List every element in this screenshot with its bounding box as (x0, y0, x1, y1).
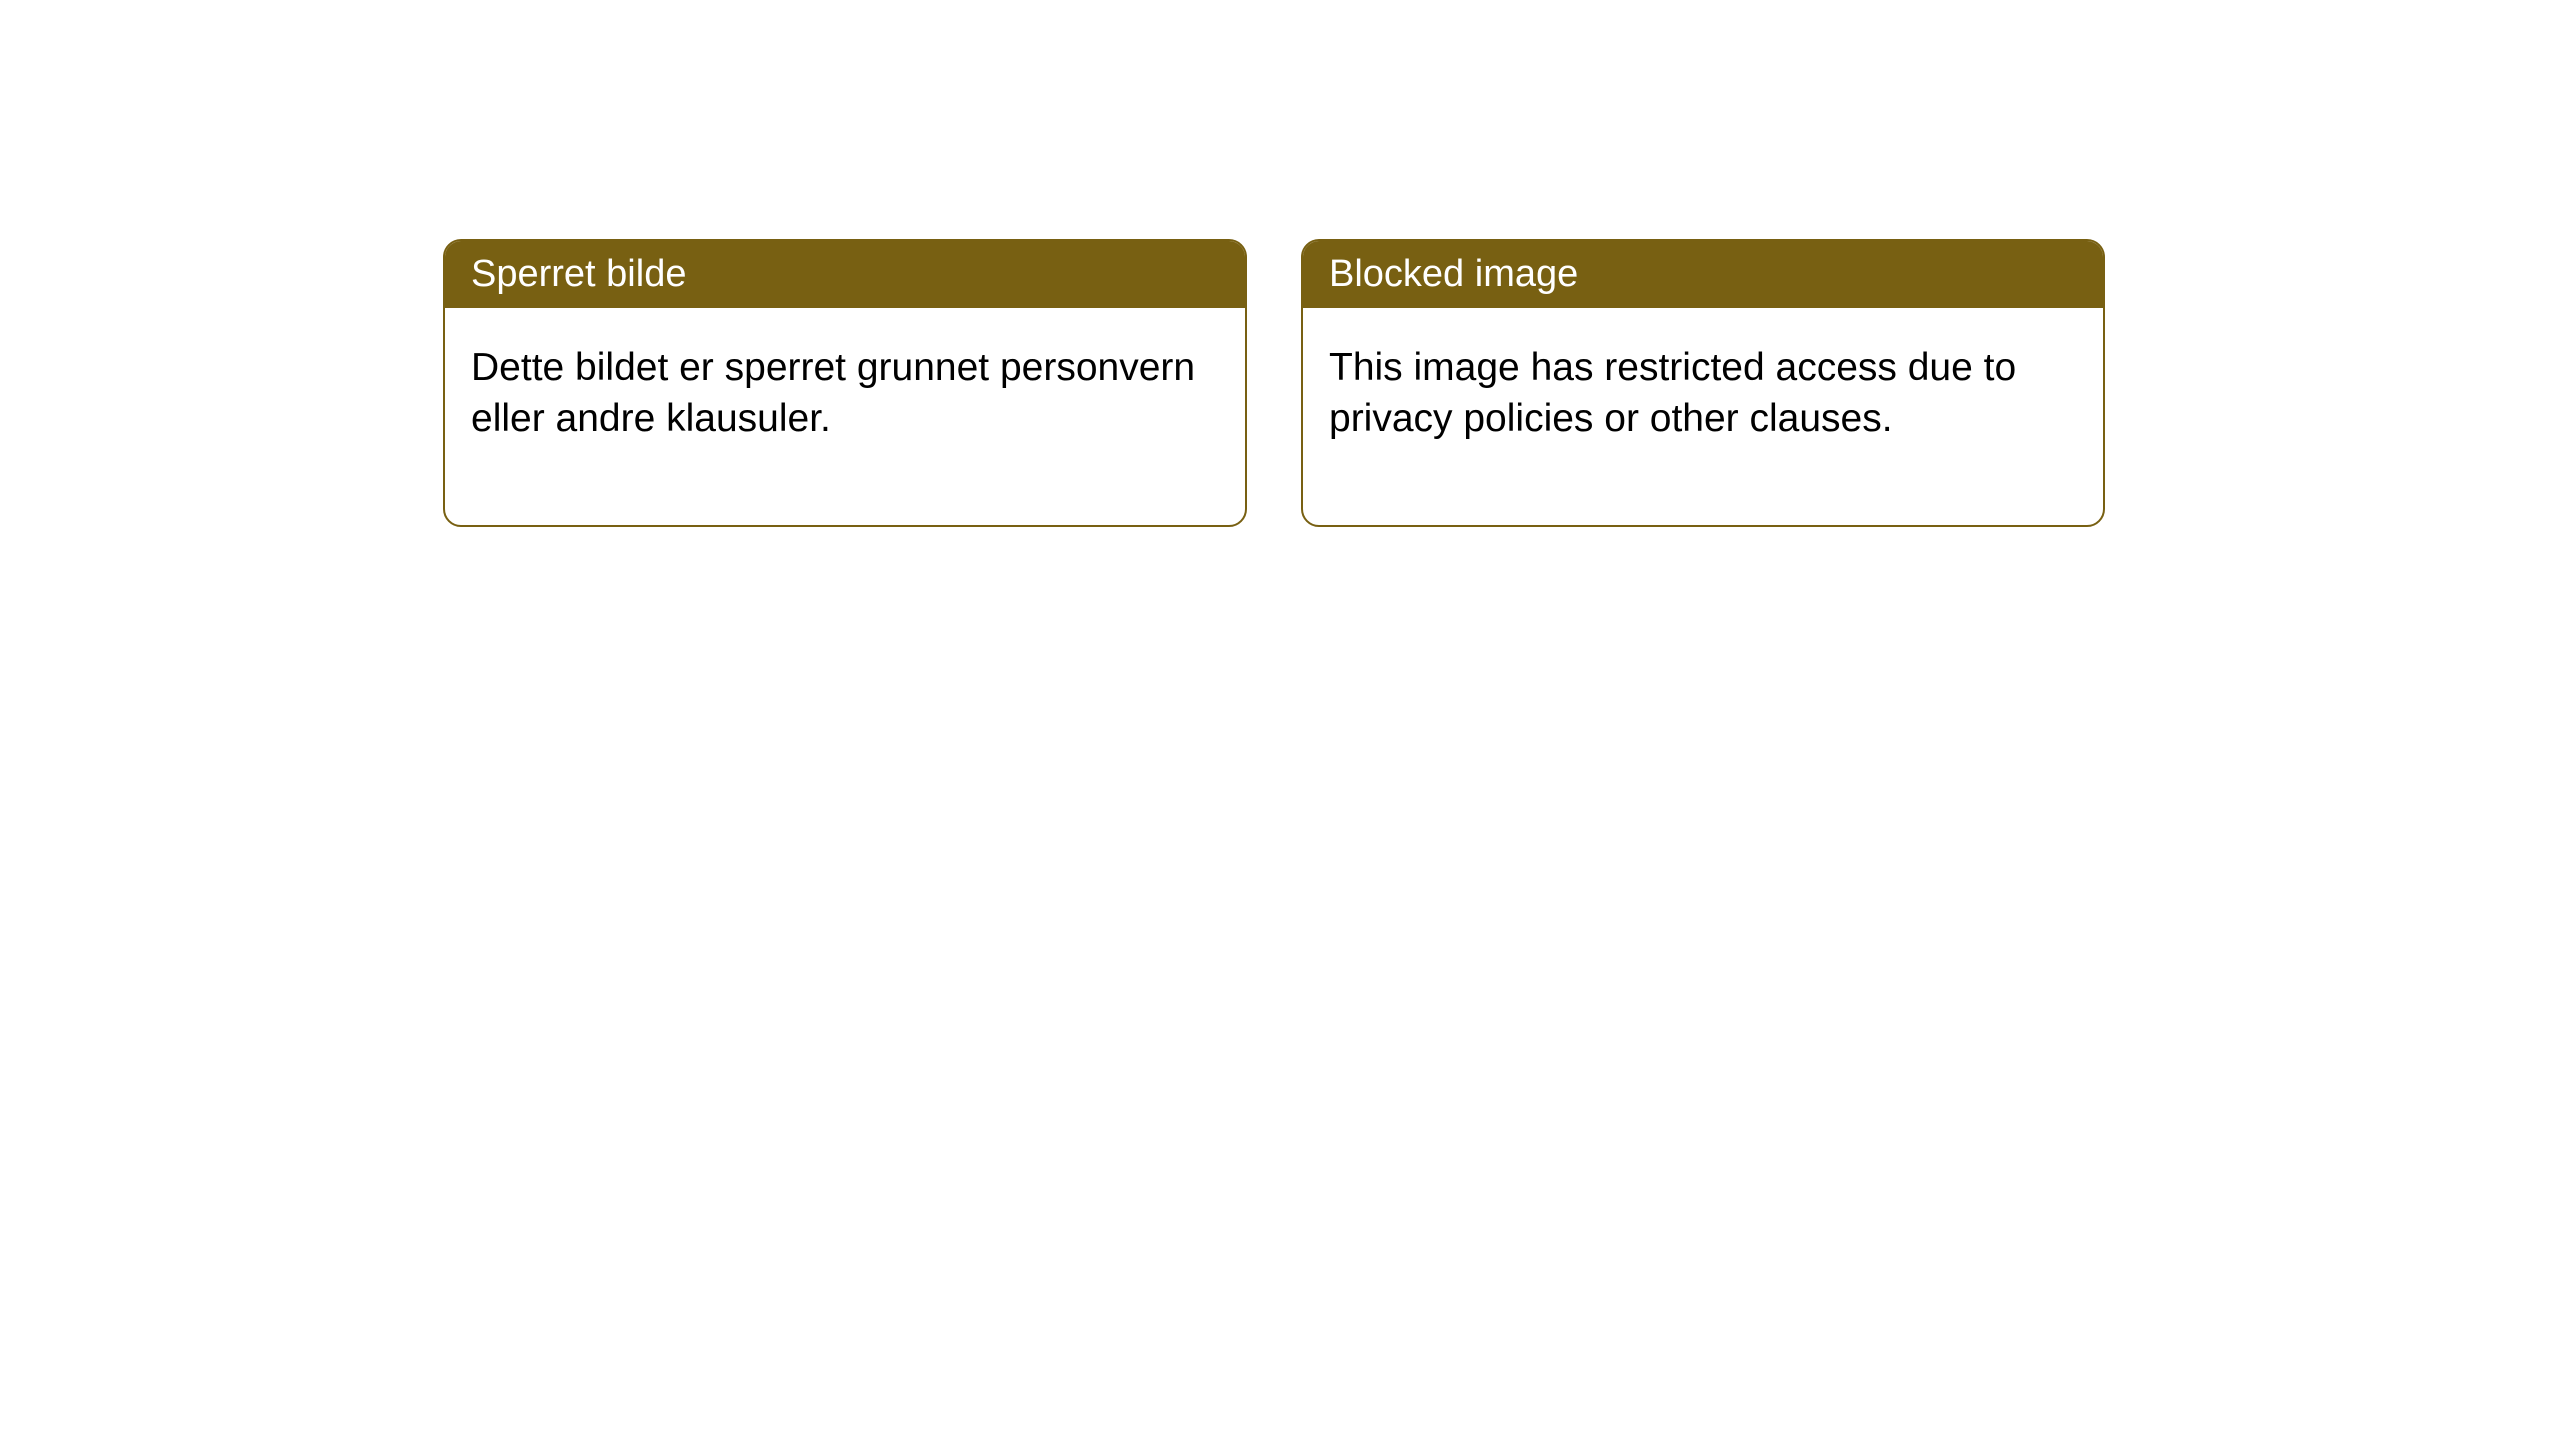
notice-card-body: This image has restricted access due to … (1303, 308, 2103, 525)
notice-card-text: This image has restricted access due to … (1329, 346, 2016, 440)
notice-card-title: Sperret bilde (471, 253, 686, 295)
notice-card-norwegian: Sperret bilde Dette bildet er sperret gr… (443, 239, 1247, 527)
notice-card-header: Sperret bilde (445, 241, 1245, 308)
notice-cards-container: Sperret bilde Dette bildet er sperret gr… (0, 0, 2560, 527)
notice-card-english: Blocked image This image has restricted … (1301, 239, 2105, 527)
notice-card-header: Blocked image (1303, 241, 2103, 308)
notice-card-text: Dette bildet er sperret grunnet personve… (471, 346, 1195, 440)
notice-card-body: Dette bildet er sperret grunnet personve… (445, 308, 1245, 525)
notice-card-title: Blocked image (1329, 253, 1578, 295)
